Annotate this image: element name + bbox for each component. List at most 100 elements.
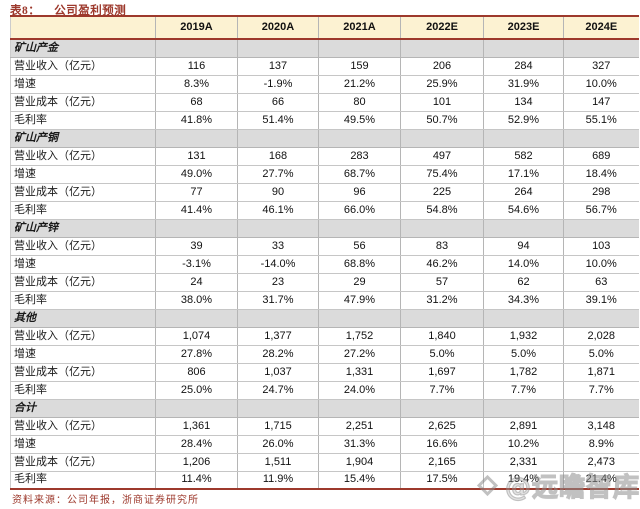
group-name-cell: 其他 (10, 309, 156, 328)
value-cell: 147 (563, 93, 639, 112)
value-cell: 66 (237, 93, 319, 112)
value-cell: 77 (155, 183, 238, 202)
value-cell: 11.9% (237, 471, 319, 490)
row-label-cell: 营业收入（亿元） (10, 327, 156, 346)
value-cell: 21.4% (563, 471, 639, 490)
value-cell: 10.0% (563, 75, 639, 94)
value-cell: 283 (318, 147, 401, 166)
group-empty-cell (155, 39, 238, 58)
value-cell: 24 (155, 273, 238, 292)
group-header-row: 矿山产锌 (10, 219, 639, 238)
value-cell: 28.4% (155, 435, 238, 454)
row-label-cell: 增速 (10, 345, 156, 364)
value-cell: 1,074 (155, 327, 238, 346)
profit-forecast-table: 2019A 2020A 2021A 2022E 2023E 2024E 矿山产金 营业收入（… (10, 15, 639, 490)
value-cell: 75.4% (400, 165, 484, 184)
data-row: 营业收入（亿元） 1,074 1,377 1,752 1,840 1,932 2,028 (10, 327, 639, 346)
group-empty-cell (318, 129, 401, 148)
group-empty-cell (400, 399, 484, 418)
group-name-cell: 矿山产锌 (10, 219, 156, 238)
value-cell: 41.4% (155, 201, 238, 220)
value-cell: 2,165 (400, 453, 484, 472)
table-number: 表8： (10, 5, 41, 17)
group-empty-cell (483, 129, 564, 148)
row-label-cell: 营业成本（亿元） (10, 363, 156, 382)
row-label-cell: 毛利率 (10, 471, 156, 490)
value-cell: -1.9% (237, 75, 319, 94)
value-cell: 54.6% (483, 201, 564, 220)
value-cell: 27.7% (237, 165, 319, 184)
value-cell: 90 (237, 183, 319, 202)
value-cell: 25.9% (400, 75, 484, 94)
value-cell: 2,331 (483, 453, 564, 472)
data-row: 增速 28.4% 26.0% 31.3% 16.6% 10.2% 8.9% (10, 435, 639, 454)
data-row: 营业收入（亿元） 1,361 1,715 2,251 2,625 2,891 3,148 (10, 417, 639, 436)
value-cell: 284 (483, 57, 564, 76)
value-cell: 5.0% (483, 345, 564, 364)
value-cell: 2,028 (563, 327, 639, 346)
group-header-row: 其他 (10, 309, 639, 328)
row-label-cell: 毛利率 (10, 291, 156, 310)
value-cell: 17.5% (400, 471, 484, 490)
group-name-cell: 矿山产铜 (10, 129, 156, 148)
value-cell: 39.1% (563, 291, 639, 310)
value-cell: 2,625 (400, 417, 484, 436)
row-label-cell: 增速 (10, 255, 156, 274)
group-empty-cell (563, 129, 639, 148)
value-cell: 38.0% (155, 291, 238, 310)
value-cell: 225 (400, 183, 484, 202)
value-cell: 103 (563, 237, 639, 256)
data-row: 营业收入（亿元） 116 137 159 206 284 327 (10, 57, 639, 76)
group-empty-cell (155, 399, 238, 418)
value-cell: 56.7% (563, 201, 639, 220)
value-cell: 27.2% (318, 345, 401, 364)
group-empty-cell (483, 39, 564, 58)
group-empty-cell (237, 129, 319, 148)
value-cell: 14.0% (483, 255, 564, 274)
value-cell: 1,871 (563, 363, 639, 382)
table-title: 表8： 公司盈利预测 (10, 2, 126, 18)
row-label-cell: 毛利率 (10, 111, 156, 130)
source-note: 资料来源：公司年报，浙商证券研究所 (12, 495, 199, 506)
value-cell: 24.7% (237, 381, 319, 400)
value-cell: 63 (563, 273, 639, 292)
data-row: 增速 8.3% -1.9% 21.2% 25.9% 31.9% 10.0% (10, 75, 639, 94)
value-cell: 116 (155, 57, 238, 76)
value-cell: 49.5% (318, 111, 401, 130)
group-empty-cell (400, 219, 484, 238)
group-header-row: 合计 (10, 399, 639, 418)
group-name-cell: 矿山产金 (10, 39, 156, 58)
value-cell: 7.7% (400, 381, 484, 400)
value-cell: 62 (483, 273, 564, 292)
data-row: 营业成本（亿元） 806 1,037 1,331 1,697 1,782 1,871 (10, 363, 639, 382)
value-cell: 50.7% (400, 111, 484, 130)
data-row: 营业成本（亿元） 1,206 1,511 1,904 2,165 2,331 2,473 (10, 453, 639, 472)
group-empty-cell (563, 39, 639, 58)
value-cell: 5.0% (563, 345, 639, 364)
data-row: 毛利率 38.0% 31.7% 47.9% 31.2% 34.3% 39.1% (10, 291, 639, 310)
value-cell: 15.4% (318, 471, 401, 490)
group-empty-cell (483, 309, 564, 328)
data-row: 营业成本（亿元） 77 90 96 225 264 298 (10, 183, 639, 202)
value-cell: 27.8% (155, 345, 238, 364)
value-cell: 1,331 (318, 363, 401, 382)
group-empty-cell (563, 309, 639, 328)
row-label-cell: 增速 (10, 435, 156, 454)
value-cell: 55.1% (563, 111, 639, 130)
row-label-cell: 营业成本（亿元） (10, 453, 156, 472)
value-cell: 51.4% (237, 111, 319, 130)
row-label-cell: 增速 (10, 165, 156, 184)
data-row: 毛利率 41.4% 46.1% 66.0% 54.8% 54.6% 56.7% (10, 201, 639, 220)
column-header: 2022E (400, 15, 484, 40)
data-row: 毛利率 11.4% 11.9% 15.4% 17.5% 19.4% 21.4% (10, 471, 639, 490)
group-empty-cell (155, 309, 238, 328)
value-cell: 47.9% (318, 291, 401, 310)
value-cell: 1,206 (155, 453, 238, 472)
group-empty-cell (563, 399, 639, 418)
data-row: 营业收入（亿元） 131 168 283 497 582 689 (10, 147, 639, 166)
value-cell: 49.0% (155, 165, 238, 184)
column-header: 2020A (237, 15, 319, 40)
value-cell: 134 (483, 93, 564, 112)
value-cell: 31.7% (237, 291, 319, 310)
